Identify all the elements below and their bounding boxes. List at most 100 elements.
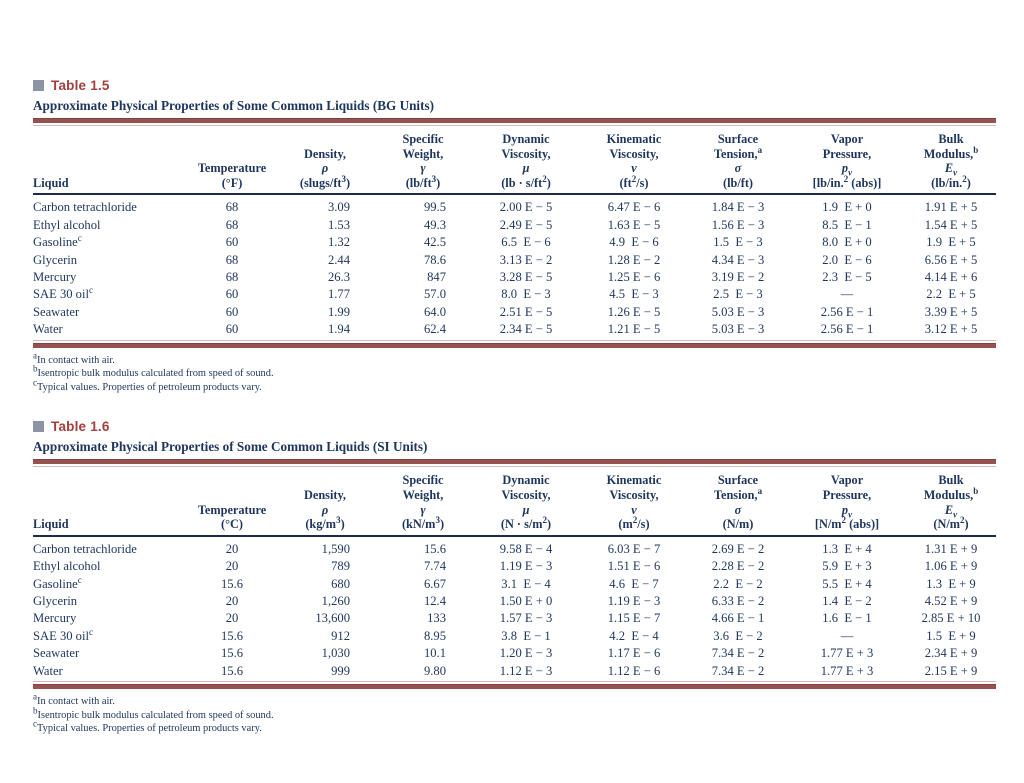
value-cell: 133 <box>427 611 446 626</box>
value-cell: 15.6 <box>220 646 244 661</box>
value-cell: 2.5 E − 3 <box>713 287 763 302</box>
bottom-rule <box>33 684 996 690</box>
liquid-name-cell: Ethyl alcohol <box>33 559 101 574</box>
value-cell: 1.28 E − 2 <box>607 252 661 267</box>
value-cell: 2.28 E − 2 <box>711 559 765 574</box>
liquid-name-cell: Gasolinec <box>33 234 82 250</box>
value-cell: 26.3 <box>327 270 350 284</box>
col-header-specific-weight: Specific Weight, γ (kN/m3) <box>374 467 472 537</box>
table-row: Glycerin 68 2.44 78.6 3.13 E − 2 1.28 E − 2 4.… <box>33 252 996 269</box>
liquid-name-cell: Carbon tetrachloride <box>33 541 137 556</box>
table-row: Ethyl alcohol 20 789 7.74 1.19 E − 3 1.51 E −… <box>33 558 996 575</box>
value-cell: 4.52 E + 9 <box>924 594 978 608</box>
col-header-temperature: Temperature (°F) <box>188 126 276 196</box>
value-cell: 3.1 E − 4 <box>501 576 551 591</box>
value-cell: 7.74 <box>423 559 446 574</box>
value-cell: 8.95 <box>423 628 446 643</box>
value-cell: 680 <box>331 576 350 591</box>
value-cell: 15.6 <box>220 576 244 591</box>
col-header-temperature: Temperature (°C) <box>188 467 276 537</box>
value-cell: 847 <box>427 270 446 284</box>
table-header: Liquid Temperature (°C) Density, ρ (kg/m3) … <box>33 467 996 537</box>
value-cell: 1,260 <box>321 594 350 608</box>
value-cell: 3.28 E − 5 <box>499 270 553 284</box>
value-cell: 1.32 <box>327 235 350 250</box>
value-cell: 2.44 <box>327 252 350 267</box>
table-label-text: Table 1.6 <box>51 419 110 435</box>
value-cell: 6.5 E − 6 <box>501 235 551 250</box>
value-cell: 3.8 E − 1 <box>501 628 551 643</box>
value-cell: 2.15 E + 9 <box>924 663 978 678</box>
value-cell: 1,590 <box>321 541 350 556</box>
value-cell: 2.56 E − 1 <box>820 322 874 337</box>
bottom-rule <box>33 342 996 348</box>
value-cell: 4.66 E − 1 <box>711 611 765 626</box>
col-header-density: Density, ρ (kg/m3) <box>276 467 374 537</box>
table-header: Liquid Temperature (°F) Density, ρ (slugs/f… <box>33 126 996 196</box>
table-row: Mercury 20 13,600 133 1.57 E − 3 1.15 E − 7 4.… <box>33 610 996 627</box>
value-cell: 999 <box>331 663 350 678</box>
col-header-liquid: Liquid <box>33 126 188 196</box>
value-cell: 1.53 <box>327 217 350 232</box>
col-header-dynamic-viscosity: Dynamic Viscosity, μ (N · s/m2) <box>472 467 580 537</box>
value-cell: 8.0 E + 0 <box>822 235 872 250</box>
value-cell: 1.15 E − 7 <box>607 611 661 626</box>
table-row: Gasolinec 15.6 680 6.67 3.1 E − 4 4.6 E − 7 2.… <box>33 576 996 593</box>
liquid-name-cell: Water <box>33 322 63 337</box>
value-cell: 1.54 E + 5 <box>924 217 978 232</box>
value-cell: 1.77 E + 3 <box>820 646 874 661</box>
value-cell: 8.0 E − 3 <box>501 287 551 302</box>
footnote-b: bIsentropic bulk modulus calculated from… <box>33 705 274 721</box>
value-cell: 1.25 E − 6 <box>607 270 661 284</box>
value-cell: 20 <box>225 559 239 574</box>
table-row: Water 15.6 999 9.80 1.12 E − 3 1.12 E − 6 7.34… <box>33 663 996 680</box>
value-cell: 60 <box>225 304 239 319</box>
value-cell: 68 <box>225 217 239 232</box>
col-header-vapor-pressure: Vapor Pressure, pv [N/m2 (abs)] <box>788 467 906 537</box>
col-header-kinematic-viscosity: Kinematic Viscosity, ν (m2/s) <box>580 467 688 537</box>
table-row: Gasolinec 60 1.32 42.5 6.5 E − 6 4.9 E − 6 1.5… <box>33 234 996 251</box>
value-cell: 15.6 <box>220 663 244 678</box>
liquid-name-cell: Mercury <box>33 270 77 284</box>
value-cell: 1.12 E − 3 <box>499 663 553 678</box>
table-row: Seawater 60 1.99 64.0 2.51 E − 5 1.26 E − 5 5.… <box>33 304 996 321</box>
table-row: Carbon tetrachloride 68 3.09 99.5 2.00 E − 5… <box>33 194 996 216</box>
value-cell: 1.06 E + 9 <box>924 559 978 574</box>
value-cell: 64.0 <box>423 304 446 319</box>
value-cell: 2.56 E − 1 <box>820 304 874 319</box>
value-cell: 2.3 E − 5 <box>822 270 872 284</box>
table-1-5-footnotes: aIn contact with air. bIsentropic bulk m… <box>33 351 996 395</box>
table-row: Ethyl alcohol 68 1.53 49.3 2.49 E − 5 1.63 E … <box>33 217 996 234</box>
col-header-kinematic-viscosity: Kinematic Viscosity, ν (ft2/s) <box>580 126 688 196</box>
value-cell: — <box>840 287 854 302</box>
value-cell: 1.21 E − 5 <box>607 322 661 337</box>
value-cell: 2.49 E − 5 <box>499 217 553 232</box>
col-header-surface-tension: Surface Tension,a σ (lb/ft) <box>688 126 788 196</box>
value-cell: 99.5 <box>423 200 446 215</box>
value-cell: 20 <box>225 541 239 556</box>
value-cell: 3.09 <box>327 200 350 215</box>
properties-table-bg-units: Liquid Temperature (°F) Density, ρ (slugs/f… <box>33 126 996 339</box>
value-cell: 20 <box>225 611 239 626</box>
value-cell: 7.34 E − 2 <box>711 646 765 661</box>
value-cell: 4.14 E + 6 <box>924 270 978 284</box>
value-cell: 1.5 E + 9 <box>926 628 976 643</box>
liquid-name-cell: Seawater <box>33 304 80 319</box>
col-header-bulk-modulus: Bulk Modulus,b Ev (N/m2) <box>906 467 996 537</box>
value-cell: 2.2 E − 2 <box>713 576 763 591</box>
value-cell: 2.00 E − 5 <box>499 200 553 215</box>
value-cell: 15.6 <box>423 541 446 556</box>
value-cell: 3.12 E + 5 <box>924 322 978 337</box>
table-label-text: Table 1.5 <box>51 78 110 93</box>
value-cell: 1.9 E + 0 <box>822 200 872 215</box>
value-cell: 13,600 <box>315 611 350 626</box>
liquid-name-cell: Carbon tetrachloride <box>33 200 137 215</box>
value-cell: 68 <box>225 252 239 267</box>
liquid-name-cell: SAE 30 oilc <box>33 627 93 643</box>
value-cell: 3.6 E − 2 <box>713 628 763 643</box>
liquid-name-cell: Mercury <box>33 611 77 626</box>
value-cell: 4.6 E − 7 <box>609 576 659 591</box>
value-cell: 1.63 E − 5 <box>607 217 661 232</box>
table-row: SAE 30 oilc 60 1.77 57.0 8.0 E − 3 4.5 E − 3 2… <box>33 286 996 303</box>
value-cell: 68 <box>225 200 239 215</box>
